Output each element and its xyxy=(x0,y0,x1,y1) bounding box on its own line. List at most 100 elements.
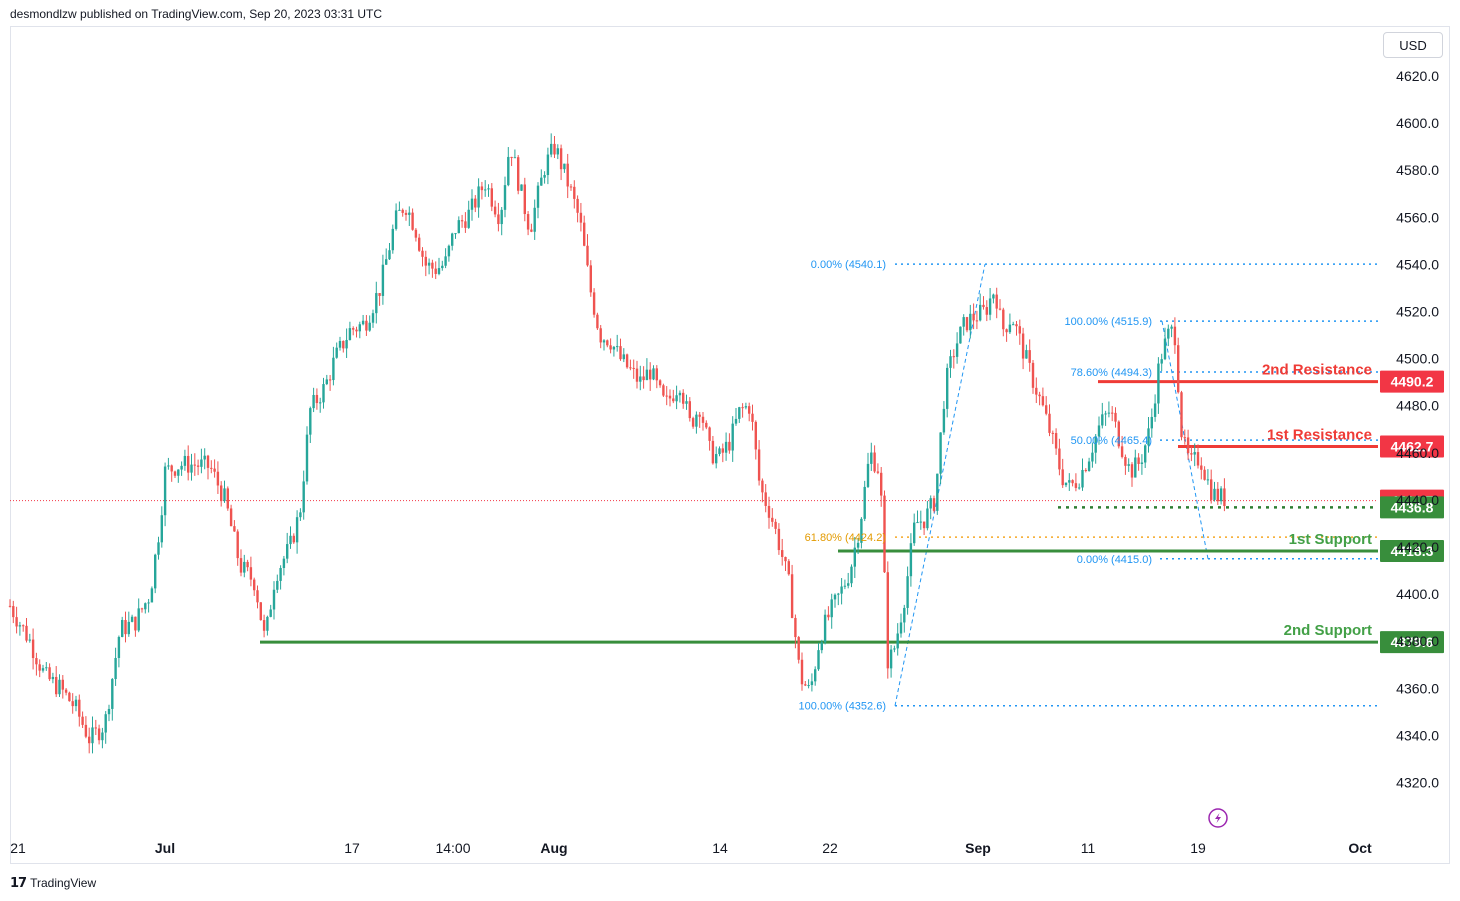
candle-body xyxy=(1078,487,1081,489)
candle-body xyxy=(1074,483,1078,488)
candle-body xyxy=(856,542,860,548)
candle-body xyxy=(266,616,269,631)
candle-body xyxy=(229,508,233,527)
candle-body xyxy=(870,452,873,464)
candle-body xyxy=(107,708,111,715)
candle-body xyxy=(1091,452,1094,462)
candle-body xyxy=(579,212,583,223)
candle-body xyxy=(421,250,424,257)
candle-body xyxy=(949,356,952,368)
candle-body xyxy=(177,469,180,476)
candle-body xyxy=(995,294,998,309)
price-badge-label: 4379.6 xyxy=(1391,634,1434,650)
candle-body xyxy=(685,401,688,404)
candle-body xyxy=(718,448,721,455)
candle-body xyxy=(437,268,441,274)
candle-body xyxy=(1216,488,1219,502)
candle-body xyxy=(262,620,266,631)
candle-body xyxy=(124,619,127,635)
candle-body xyxy=(94,727,97,729)
candle-body xyxy=(612,346,616,350)
candle-body xyxy=(827,614,830,618)
candle-body xyxy=(1104,413,1107,415)
candle-body xyxy=(840,586,843,594)
footer-brand[interactable]: 𝟭𝟳 TradingView xyxy=(10,875,96,891)
candle-body xyxy=(35,658,38,665)
candle-body xyxy=(1071,480,1074,484)
candle-body xyxy=(61,679,64,690)
candle-body xyxy=(777,528,781,551)
candle-body xyxy=(728,441,731,451)
candle-body xyxy=(757,449,761,481)
candle-body xyxy=(731,423,734,451)
candle-body xyxy=(1117,421,1120,447)
candle-body xyxy=(144,603,147,610)
candle-body xyxy=(833,594,837,600)
candle-body xyxy=(1190,453,1193,455)
candle-body xyxy=(926,508,929,529)
candle-body xyxy=(998,308,1002,310)
candle-body xyxy=(276,580,279,590)
candle-body xyxy=(820,642,823,651)
candle-body xyxy=(497,214,500,225)
candle-body xyxy=(708,427,711,441)
y-tick-label: 4540.0 xyxy=(1396,256,1439,272)
candle-body xyxy=(1018,326,1021,334)
candle-body xyxy=(797,637,800,660)
candle-body xyxy=(1153,403,1157,417)
candle-body xyxy=(965,317,969,331)
candle-body xyxy=(817,650,820,670)
candle-body xyxy=(451,233,454,246)
y-tick-label: 4500.0 xyxy=(1396,351,1439,367)
price-badge xyxy=(1380,540,1444,563)
candle-body xyxy=(639,376,642,382)
candle-body xyxy=(988,298,992,315)
candle-body xyxy=(1134,457,1137,478)
candle-body xyxy=(411,212,414,230)
y-tick-label: 4400.0 xyxy=(1396,586,1439,602)
x-tick-label: 17 xyxy=(344,840,360,856)
candle-body xyxy=(536,185,540,208)
currency-selector[interactable]: USD xyxy=(1383,32,1443,58)
candle-body xyxy=(1203,469,1206,480)
candle-body xyxy=(599,328,602,343)
candle-body xyxy=(305,434,309,482)
candle-body xyxy=(183,455,187,466)
candle-body xyxy=(883,495,886,573)
candle-body xyxy=(1206,479,1210,481)
candle-body xyxy=(1177,345,1180,393)
x-tick-label: Jul xyxy=(155,840,175,856)
candle-body xyxy=(319,402,322,404)
candle-body xyxy=(1127,464,1130,466)
candle-body xyxy=(1038,394,1041,397)
candle-body xyxy=(642,376,645,381)
candle-body xyxy=(8,605,12,607)
candle-body xyxy=(513,157,517,159)
candle-body xyxy=(569,186,573,188)
candle-body xyxy=(381,264,385,296)
candle-body xyxy=(114,657,117,680)
candle-body xyxy=(675,395,678,402)
candle-body xyxy=(467,209,470,228)
candle-body xyxy=(220,485,223,502)
candle-body xyxy=(903,607,906,623)
candle-body xyxy=(368,322,371,331)
candle-body xyxy=(223,488,226,502)
candle-body xyxy=(721,448,724,453)
candle-body xyxy=(470,198,474,210)
candle-body xyxy=(490,188,493,207)
candle-body xyxy=(1002,309,1005,330)
fib-level-label: 100.00% (4352.6) xyxy=(799,701,886,713)
candle-body xyxy=(982,304,985,308)
candle-body xyxy=(741,407,744,409)
event-icon[interactable] xyxy=(1208,808,1228,828)
price-badge-label: 4418.3 xyxy=(1391,543,1434,559)
candle-body xyxy=(972,313,975,321)
candle-body xyxy=(170,465,173,472)
candle-body xyxy=(1196,452,1200,466)
candle-body xyxy=(979,304,982,321)
candle-body xyxy=(546,154,550,176)
candle-body xyxy=(233,526,236,532)
y-tick-label: 4440.0 xyxy=(1396,492,1439,508)
